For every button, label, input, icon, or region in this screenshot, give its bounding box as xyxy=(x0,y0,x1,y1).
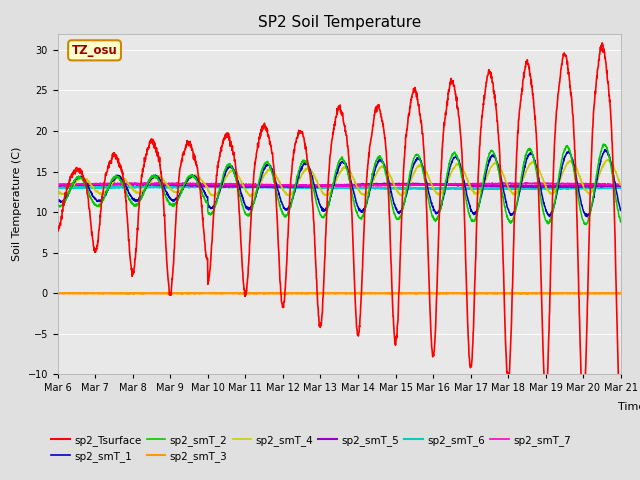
Text: TZ_osu: TZ_osu xyxy=(72,44,117,57)
sp2_smT_5 xyxy=(368,182,376,188)
Line: sp2_smT_3: sp2_smT_3 xyxy=(58,293,621,294)
sp2_smT_3 xyxy=(617,290,625,296)
sp2_smT_3 xyxy=(239,291,246,297)
sp2_Tsurface xyxy=(583,333,591,339)
sp2_smT_1 xyxy=(211,202,218,208)
sp2_smT_3 xyxy=(504,290,511,296)
sp2_smT_3 xyxy=(444,290,452,296)
sp2_smT_1 xyxy=(583,213,591,219)
sp2_smT_1 xyxy=(567,152,575,158)
sp2_smT_1 xyxy=(601,147,609,153)
Legend: sp2_Tsurface, sp2_smT_1, sp2_smT_2, sp2_smT_3, sp2_smT_4, sp2_smT_5, sp2_smT_6, : sp2_Tsurface, sp2_smT_1, sp2_smT_2, sp2_… xyxy=(47,431,575,466)
sp2_smT_4 xyxy=(211,192,218,198)
Y-axis label: Soil Temperature (C): Soil Temperature (C) xyxy=(12,147,22,261)
X-axis label: Time: Time xyxy=(618,402,640,412)
sp2_smT_3 xyxy=(568,290,575,296)
Line: sp2_Tsurface: sp2_Tsurface xyxy=(58,43,621,420)
sp2_smT_2 xyxy=(356,215,364,221)
sp2_smT_7 xyxy=(158,180,166,186)
sp2_Tsurface xyxy=(567,90,575,96)
sp2_smT_6 xyxy=(356,185,364,191)
sp2_Tsurface xyxy=(598,40,606,46)
sp2_smT_1 xyxy=(368,180,376,186)
sp2_Tsurface xyxy=(368,133,376,139)
sp2_smT_3 xyxy=(356,291,364,297)
sp2_smT_3 xyxy=(368,290,376,296)
sp2_smT_6 xyxy=(54,185,61,191)
sp2_smT_1 xyxy=(503,202,511,207)
sp2_smT_4 xyxy=(246,193,254,199)
Line: sp2_smT_1: sp2_smT_1 xyxy=(58,150,621,217)
Line: sp2_smT_7: sp2_smT_7 xyxy=(58,183,621,186)
sp2_smT_2 xyxy=(600,141,607,147)
sp2_smT_5 xyxy=(356,182,364,188)
sp2_smT_1 xyxy=(584,214,591,220)
sp2_smT_7 xyxy=(583,181,591,187)
sp2_smT_6 xyxy=(211,184,219,190)
sp2_smT_7 xyxy=(504,180,511,186)
sp2_smT_4 xyxy=(368,181,376,187)
sp2_Tsurface xyxy=(211,197,218,203)
sp2_smT_2 xyxy=(582,222,590,228)
sp2_smT_7 xyxy=(369,182,376,188)
sp2_smT_4 xyxy=(583,189,591,194)
Line: sp2_smT_6: sp2_smT_6 xyxy=(58,186,621,189)
sp2_smT_2 xyxy=(617,219,625,225)
sp2_smT_7 xyxy=(568,180,575,186)
sp2_smT_2 xyxy=(211,204,218,210)
sp2_smT_2 xyxy=(583,221,591,227)
sp2_smT_3 xyxy=(211,290,218,296)
sp2_smT_2 xyxy=(567,152,575,157)
sp2_smT_6 xyxy=(368,185,376,191)
Line: sp2_smT_4: sp2_smT_4 xyxy=(58,159,621,196)
Line: sp2_smT_5: sp2_smT_5 xyxy=(58,183,621,187)
sp2_smT_4 xyxy=(617,182,625,188)
sp2_smT_6 xyxy=(583,185,591,191)
sp2_smT_4 xyxy=(568,159,575,165)
sp2_smT_4 xyxy=(604,156,612,162)
sp2_smT_7 xyxy=(54,181,61,187)
sp2_smT_5 xyxy=(503,183,511,189)
sp2_smT_7 xyxy=(337,183,345,189)
sp2_smT_3 xyxy=(583,290,591,296)
sp2_Tsurface xyxy=(617,417,625,422)
sp2_smT_5 xyxy=(617,183,625,189)
sp2_smT_5 xyxy=(583,183,591,189)
sp2_smT_1 xyxy=(54,196,61,202)
sp2_smT_2 xyxy=(54,202,61,207)
sp2_smT_4 xyxy=(54,188,61,193)
Title: SP2 Soil Temperature: SP2 Soil Temperature xyxy=(257,15,421,30)
sp2_smT_7 xyxy=(617,182,625,188)
sp2_smT_2 xyxy=(503,212,511,218)
sp2_smT_6 xyxy=(493,186,500,192)
sp2_smT_5 xyxy=(422,180,430,186)
sp2_smT_6 xyxy=(187,183,195,189)
sp2_smT_5 xyxy=(54,183,61,189)
sp2_smT_7 xyxy=(211,181,219,187)
sp2_smT_7 xyxy=(356,182,364,188)
sp2_smT_1 xyxy=(617,207,625,213)
sp2_Tsurface xyxy=(503,369,511,375)
sp2_smT_5 xyxy=(211,183,218,189)
sp2_Tsurface xyxy=(54,228,61,233)
sp2_smT_5 xyxy=(552,184,560,190)
Line: sp2_smT_2: sp2_smT_2 xyxy=(58,144,621,225)
sp2_smT_2 xyxy=(368,176,376,181)
sp2_Tsurface xyxy=(356,323,364,329)
sp2_smT_4 xyxy=(503,182,511,188)
sp2_smT_3 xyxy=(54,290,61,296)
sp2_smT_4 xyxy=(356,189,364,195)
sp2_smT_6 xyxy=(568,185,575,191)
sp2_smT_5 xyxy=(568,184,575,190)
sp2_smT_6 xyxy=(504,186,511,192)
sp2_smT_1 xyxy=(356,205,364,211)
sp2_smT_6 xyxy=(617,185,625,191)
